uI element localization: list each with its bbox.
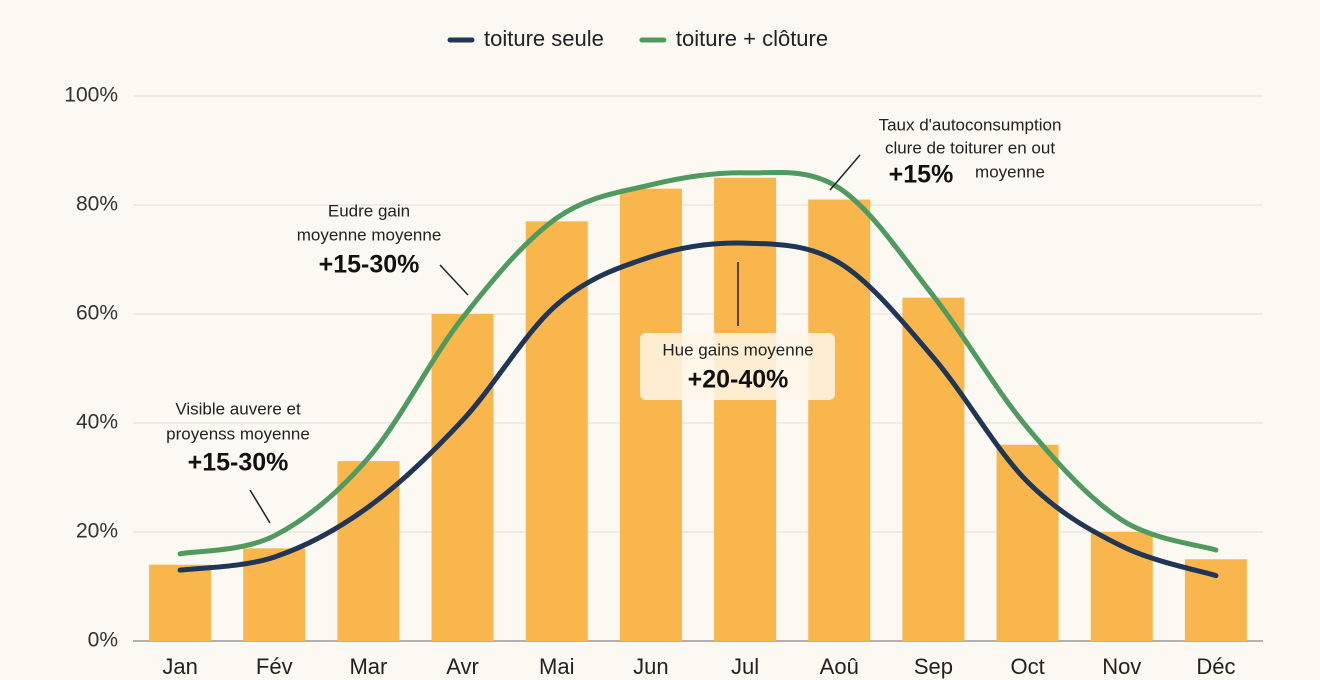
annotation-highlight: +15% (889, 161, 954, 189)
x-tick-label: Avr (446, 654, 479, 679)
bar (902, 297, 965, 641)
annotation-text: Eudre gain (328, 201, 410, 220)
bar (149, 564, 212, 641)
annotation-highlight: +15-30% (319, 251, 420, 279)
x-tick-label: Mar (349, 654, 387, 679)
y-tick-label: 20% (76, 520, 118, 543)
y-tick-label: 60% (76, 302, 118, 325)
annotation-text: Visible auvere et (175, 399, 301, 418)
bar (714, 177, 777, 641)
annotation-box (640, 333, 835, 400)
bar (1184, 559, 1247, 641)
x-tick-label: Aoû (820, 654, 859, 679)
annotation-text: proyenss moyenne (166, 424, 310, 443)
line (177, 240, 1219, 579)
line (177, 169, 1219, 557)
bar (1090, 532, 1153, 641)
x-tick-label: Sep (914, 654, 953, 679)
y-tick-label: 0% (88, 629, 118, 652)
x-tick-label: Fév (256, 654, 293, 679)
legend-label: toiture seule (484, 26, 604, 51)
annotation-text: clure de toiturer en out (885, 138, 1055, 157)
annotation-highlight: +15-30% (188, 449, 289, 477)
annotation-leader (249, 489, 271, 524)
annotation-text: moyenne moyenne (297, 225, 442, 244)
x-tick-label: Jan (162, 654, 197, 679)
x-tick-label: Nov (1102, 654, 1141, 679)
bar (996, 444, 1059, 641)
x-tick-label: Jun (633, 654, 668, 679)
annotation-highlight: +20-40% (688, 366, 789, 394)
y-tick-label: 40% (76, 411, 118, 434)
annotation-leader (439, 264, 469, 296)
y-tick-label: 100% (64, 84, 118, 107)
annotation-leader (829, 154, 861, 191)
bar (808, 199, 871, 642)
x-tick-label: Déc (1196, 654, 1235, 679)
annotation-text: Hue gains moyenne (662, 340, 813, 359)
bar (431, 314, 494, 641)
x-tick-label: Jul (731, 654, 759, 679)
annotation-text: Taux d'autoconsumption (879, 115, 1062, 134)
x-tick-label: Mai (539, 654, 574, 679)
bar (525, 221, 588, 641)
x-tick-label: Oct (1010, 654, 1044, 679)
legend-label: toiture + clôture (676, 26, 828, 51)
annotation-text: moyenne (975, 162, 1045, 181)
y-tick-label: 80% (76, 193, 118, 216)
